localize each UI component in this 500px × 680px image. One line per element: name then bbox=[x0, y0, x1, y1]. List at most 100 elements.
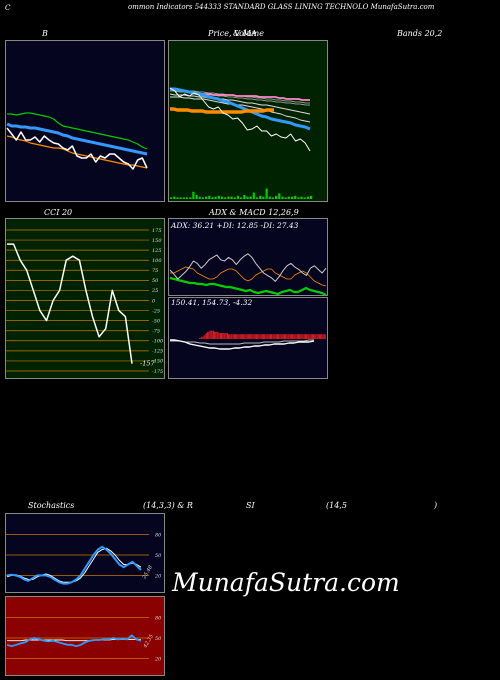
macd-histogram-bar bbox=[227, 333, 228, 339]
macd-histogram-bar bbox=[237, 334, 239, 339]
panel-background bbox=[5, 40, 165, 202]
volume-bar bbox=[214, 196, 217, 199]
panel-background bbox=[5, 596, 165, 676]
adx-panel: ADX: 36.21 +DI: 12.85 -DI: 27.43 bbox=[168, 218, 328, 296]
cci-tick-label: -175 bbox=[152, 369, 163, 375]
volume-bar bbox=[259, 195, 262, 199]
macd-chart bbox=[168, 297, 328, 379]
macd-histogram-bar bbox=[265, 334, 267, 339]
volume-bar bbox=[208, 195, 211, 199]
volume-bar bbox=[252, 192, 255, 199]
rsi-panel: 80 50 20 42.35 bbox=[5, 596, 165, 676]
macd-histogram-bar bbox=[225, 333, 227, 339]
macd-histogram-bar bbox=[228, 334, 229, 339]
volume-bar bbox=[275, 195, 278, 199]
macd-histogram-bar bbox=[308, 334, 310, 339]
macd-histogram-bar bbox=[209, 330, 211, 339]
macd-histogram-bar bbox=[260, 334, 262, 339]
macd-histogram-bar bbox=[322, 334, 324, 339]
macd-histogram-bar bbox=[199, 337, 200, 339]
cci-last-value: -157 bbox=[140, 360, 155, 368]
macd-histogram-bar bbox=[301, 334, 303, 339]
macd-histogram-bar bbox=[267, 334, 269, 339]
macd-histogram-bar bbox=[200, 337, 202, 339]
macd-histogram-bar bbox=[303, 334, 305, 339]
cci-tick-label: 25 bbox=[151, 288, 158, 294]
adx-chart bbox=[168, 218, 328, 296]
rsi-close-label: ) bbox=[434, 501, 438, 510]
volume-bar bbox=[211, 197, 214, 199]
macd-histogram-bar bbox=[266, 334, 268, 339]
rsi-line bbox=[6, 634, 142, 648]
macd-histogram-bar bbox=[315, 334, 317, 339]
volume-bar bbox=[176, 197, 179, 199]
cci-tick-label: -125 bbox=[152, 349, 163, 355]
volume-bar bbox=[278, 193, 281, 199]
macd-histogram-bar bbox=[317, 334, 319, 339]
rsi-tick-label: 80 bbox=[155, 616, 162, 622]
macd-histogram-bar bbox=[215, 331, 217, 339]
macd-histogram-bar bbox=[305, 334, 306, 339]
macd-histogram-bar bbox=[281, 334, 283, 339]
volume-bar bbox=[217, 195, 220, 199]
price-line bbox=[169, 87, 311, 152]
macd-histogram-bar bbox=[218, 333, 220, 339]
macd-histogram-bar bbox=[240, 334, 242, 339]
volume-bar bbox=[195, 195, 198, 199]
volume-bar bbox=[236, 195, 239, 199]
macd-histogram-bar bbox=[250, 334, 252, 339]
macd-histogram-bar bbox=[224, 333, 226, 339]
macd-histogram-bar bbox=[253, 334, 255, 339]
panel-background bbox=[168, 218, 328, 296]
macd-histogram-bar bbox=[236, 334, 238, 339]
macd-histogram-bar bbox=[242, 334, 243, 339]
volume-bar bbox=[246, 196, 249, 199]
macd-histogram-bar bbox=[268, 334, 270, 339]
macd-histogram-bar bbox=[299, 334, 301, 339]
volume-bar bbox=[170, 197, 173, 199]
volume-bar bbox=[303, 197, 306, 199]
macd-histogram-bar bbox=[261, 334, 263, 339]
macd-histogram-bar bbox=[293, 334, 295, 339]
volume-bar bbox=[224, 197, 227, 199]
minus-di-line bbox=[170, 266, 327, 287]
bb-middle-band bbox=[6, 122, 148, 156]
cci-tick-label: 150 bbox=[152, 238, 162, 244]
macd-histogram-bar bbox=[316, 334, 318, 339]
macd-histogram-bar bbox=[230, 334, 232, 339]
volume-bar bbox=[300, 196, 303, 199]
macd-signal-line bbox=[170, 339, 314, 345]
volume-bar bbox=[262, 196, 265, 199]
volume-bar bbox=[284, 197, 287, 199]
macd-histogram-bar bbox=[207, 331, 209, 339]
price-ma-panel bbox=[168, 40, 328, 202]
bollinger-panel bbox=[5, 40, 165, 202]
rsi-tick-label: 50 bbox=[155, 636, 162, 642]
macd-histogram-bar bbox=[310, 334, 312, 339]
bollinger-chart bbox=[5, 40, 165, 202]
adx-line bbox=[169, 253, 327, 282]
macd-histogram-bar bbox=[295, 334, 297, 339]
volume-bar bbox=[182, 197, 185, 199]
macd-histogram-bar bbox=[234, 334, 235, 339]
header-letter: C bbox=[5, 4, 11, 12]
macd-histogram-bar bbox=[272, 334, 274, 339]
cci-tick-label: 0 bbox=[152, 298, 156, 304]
macd-histogram-bar bbox=[307, 334, 309, 339]
cci-tick-label: -100 bbox=[152, 339, 164, 345]
macd-histogram-bar bbox=[257, 334, 259, 339]
volume-bar bbox=[294, 195, 297, 199]
macd-histogram-bar bbox=[275, 334, 277, 339]
volume-bar bbox=[227, 196, 230, 199]
macd-histogram-bar bbox=[286, 334, 288, 339]
macd-histogram-bar bbox=[256, 334, 257, 339]
macd-histogram-bar bbox=[221, 333, 222, 339]
plus-di-line bbox=[169, 276, 327, 296]
cci-tick-label: -150 bbox=[152, 359, 164, 365]
ma-pink bbox=[198, 93, 310, 101]
rsi-params-label: (14,5 bbox=[326, 501, 347, 510]
price-ma-chart bbox=[168, 40, 328, 202]
macd-histogram-bar bbox=[309, 334, 311, 339]
macd-histogram-bar bbox=[302, 334, 304, 339]
